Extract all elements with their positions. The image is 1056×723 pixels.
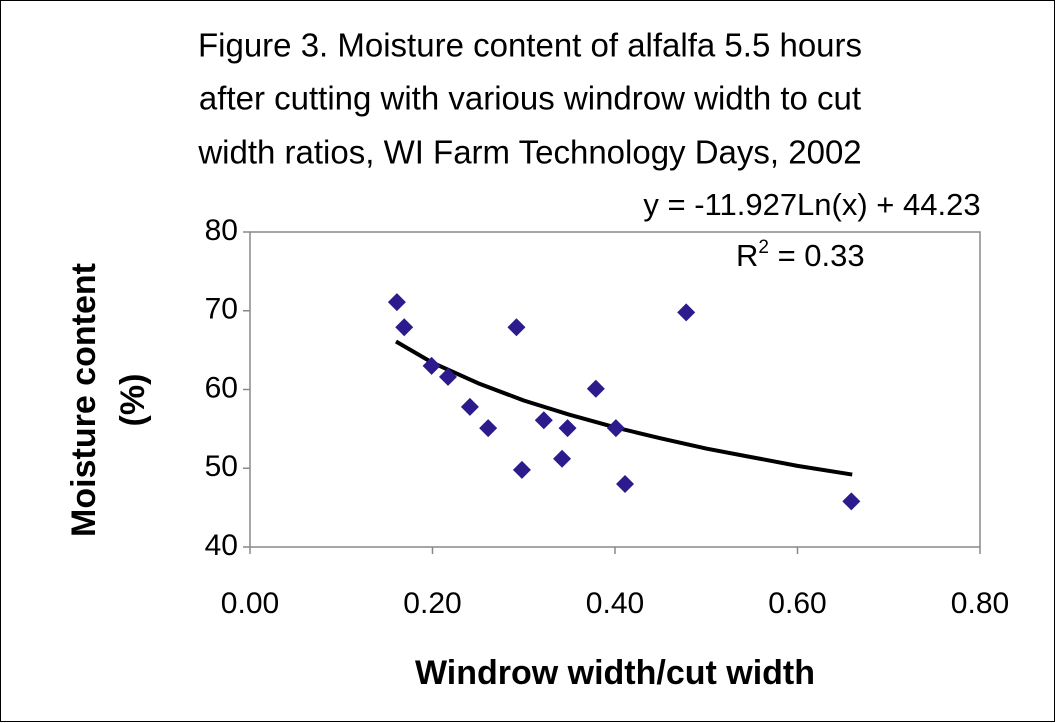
x-tick-label: 0.60 [768, 587, 826, 620]
y-tick-label: 80 [205, 214, 238, 247]
data-point [558, 419, 577, 438]
data-point [616, 475, 635, 493]
chart-title: Figure 3. Moisture content of alfalfa 5.… [198, 27, 862, 64]
x-tick-label: 0.40 [586, 587, 644, 620]
y-tick-label: 50 [205, 450, 238, 483]
data-point [422, 356, 441, 375]
x-tick-label: 0.00 [221, 587, 279, 620]
chart-title: width ratios, WI Farm Technology Days, 2… [197, 134, 861, 171]
r-squared: R2 = 0.33 [736, 237, 865, 273]
data-point [507, 318, 526, 337]
y-axis-label: (%) [114, 374, 152, 427]
data-point [460, 397, 479, 416]
data-point [553, 449, 572, 468]
y-axis-label: Moisture content [65, 263, 103, 537]
data-point [439, 367, 458, 386]
data-point [395, 318, 414, 337]
trend-equation: y = -11.927Ln(x) + 44.23 [643, 187, 980, 222]
data-point [842, 492, 861, 511]
r-squared-base: R [736, 238, 758, 273]
y-tick-label: 60 [205, 371, 238, 404]
data-point [534, 411, 553, 430]
r-squared-sup: 2 [758, 237, 769, 258]
data-point [586, 379, 605, 398]
data-point [606, 419, 625, 438]
chart-title: after cutting with various windrow width… [199, 80, 861, 117]
y-tick-label: 70 [205, 293, 238, 326]
x-tick-label: 0.80 [951, 587, 1009, 620]
r-squared-text: = 0.33 [769, 238, 865, 273]
data-point [479, 419, 498, 438]
data-point [512, 460, 531, 479]
data-point [677, 303, 696, 322]
y-tick-label: 40 [205, 529, 238, 562]
x-axis-label: Windrow width/cut width [415, 654, 815, 692]
data-point [387, 293, 406, 312]
x-tick-label: 0.20 [403, 587, 461, 620]
